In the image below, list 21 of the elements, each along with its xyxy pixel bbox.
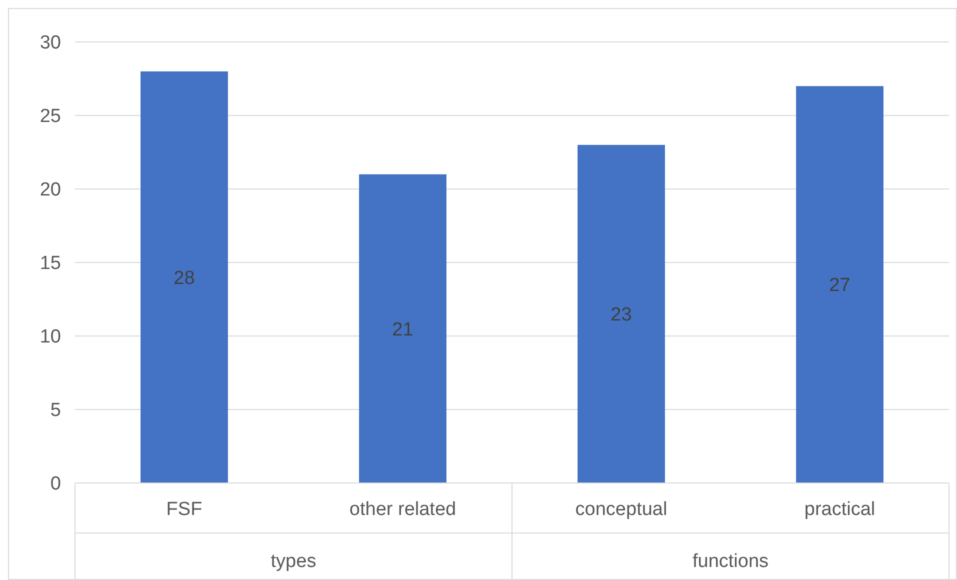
- y-tick-label: 5: [50, 400, 61, 422]
- x-tick-label: practical: [804, 499, 876, 520]
- bar: [140, 71, 228, 483]
- y-tick-label: 0: [50, 474, 61, 495]
- data-label: 21: [392, 319, 414, 340]
- y-tick-label: 30: [40, 32, 61, 54]
- y-tick-label: 10: [40, 326, 61, 348]
- x-tick-label: conceptual: [575, 499, 668, 520]
- x-tick-label: FSF: [166, 499, 202, 520]
- y-tick-label: 25: [40, 106, 61, 128]
- x-tick-label: other related: [349, 499, 456, 520]
- data-label: 23: [610, 304, 632, 326]
- text: functions: [692, 551, 769, 572]
- data-label: 28: [174, 268, 195, 289]
- bar: [359, 174, 446, 483]
- bar: [578, 144, 665, 483]
- bar: [796, 86, 884, 483]
- data-label: 27: [829, 275, 850, 296]
- y-tick-label: 15: [40, 253, 61, 274]
- text: types: [270, 551, 316, 572]
- y-tick-label: 20: [40, 180, 61, 201]
